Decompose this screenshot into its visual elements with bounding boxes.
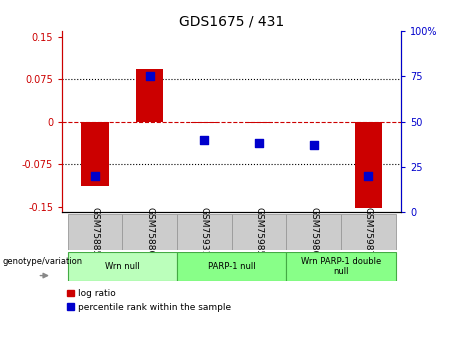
Text: GSM75931: GSM75931 — [200, 207, 209, 257]
Point — [91, 173, 99, 179]
Point — [310, 142, 317, 148]
Bar — [177, 252, 286, 281]
Bar — [355, 122, 382, 208]
Point — [201, 137, 208, 142]
Text: GSM75985: GSM75985 — [254, 207, 264, 257]
Point — [146, 73, 154, 79]
Bar — [191, 122, 218, 123]
Legend: log ratio, percentile rank within the sample: log ratio, percentile rank within the sa… — [67, 289, 231, 312]
Bar — [68, 252, 177, 281]
Bar — [136, 69, 163, 122]
Text: GSM75987: GSM75987 — [364, 207, 373, 257]
Point — [255, 141, 263, 146]
Bar — [286, 214, 341, 250]
Text: Wrn PARP-1 double
null: Wrn PARP-1 double null — [301, 257, 381, 276]
Bar — [245, 122, 272, 123]
Bar — [177, 214, 232, 250]
Text: genotype/variation: genotype/variation — [3, 257, 83, 266]
Bar — [341, 214, 396, 250]
Text: GSM75986: GSM75986 — [309, 207, 318, 257]
Text: Wrn null: Wrn null — [105, 262, 140, 271]
Text: GSM75885: GSM75885 — [90, 207, 100, 257]
Bar — [68, 214, 122, 250]
Bar — [231, 214, 286, 250]
Text: PARP-1 null: PARP-1 null — [208, 262, 255, 271]
Title: GDS1675 / 431: GDS1675 / 431 — [179, 14, 284, 29]
Text: GSM75886: GSM75886 — [145, 207, 154, 257]
Bar — [286, 252, 396, 281]
Bar — [81, 122, 109, 186]
Point — [365, 173, 372, 179]
Bar — [122, 214, 177, 250]
